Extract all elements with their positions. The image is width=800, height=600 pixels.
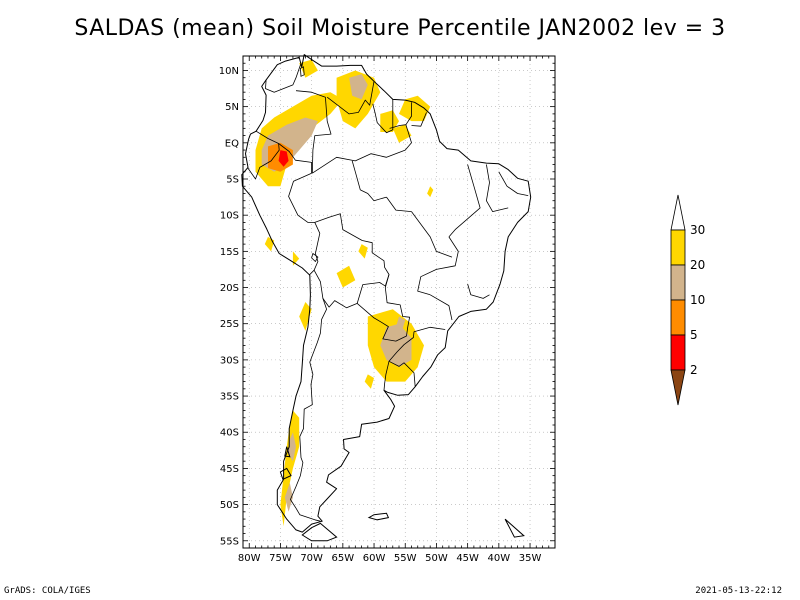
percentile-area: [336, 70, 381, 129]
country-border: [360, 189, 387, 202]
lat-label: 50S: [220, 500, 239, 511]
lon-label: 70W: [300, 553, 323, 564]
lon-label: 80W: [238, 553, 261, 564]
axis-ticks: [243, 56, 555, 548]
legend-below-triangle: [670, 369, 686, 406]
legend-swatch: [670, 299, 686, 336]
lat-label: 5S: [226, 175, 239, 186]
legend-label: 30: [690, 223, 705, 237]
percentile-area: [364, 374, 374, 389]
lon-label: 75W: [269, 553, 292, 564]
country-border: [498, 171, 529, 196]
island-outline: [279, 467, 292, 480]
lat-label: 10S: [220, 211, 239, 222]
country-border: [383, 361, 390, 391]
country-border: [413, 326, 446, 333]
country-border: [312, 124, 412, 174]
island-outline: [284, 446, 291, 458]
legend-label: 10: [690, 293, 705, 307]
percentile-area: [264, 236, 275, 252]
footer-credit: GrADS: COLA/IGES: [4, 586, 91, 596]
country-border: [485, 164, 509, 213]
country-border: [295, 90, 332, 174]
latitude-labels: 10N 5N EQ 5S 10S 15S 20S 25S 30S 35S 40S 45S 50S 55S: [219, 66, 239, 547]
country-border: [247, 130, 280, 180]
lat-label: 35S: [220, 392, 239, 403]
percentile-area: [299, 302, 312, 331]
percentile-area: [349, 74, 368, 100]
percentile-area: [278, 150, 289, 167]
lat-label: 5N: [225, 102, 239, 113]
percentile-area: [292, 251, 300, 266]
percentile-area: [305, 63, 312, 71]
legend-swatch: [670, 229, 686, 266]
percentile-area: [336, 265, 356, 288]
lake-outline: [311, 252, 319, 263]
lat-label: 10N: [219, 66, 239, 77]
country-border: [326, 81, 375, 115]
lon-label: 40W: [488, 553, 511, 564]
percentile-fills: [255, 59, 434, 527]
legend-above-triangle: [670, 194, 686, 231]
lat-label: 20S: [220, 283, 239, 294]
lon-label: 65W: [332, 553, 355, 564]
island-outline: [504, 518, 525, 538]
country-border: [417, 236, 459, 296]
country-border: [351, 160, 361, 191]
legend-label: 20: [690, 258, 705, 272]
country-border: [356, 274, 411, 342]
lon-label: 60W: [363, 553, 386, 564]
legend-label: 5: [690, 328, 698, 342]
longitude-labels: 80W 75W 70W 65W 60W 55W 50W 45W 40W 35W: [238, 553, 542, 564]
color-legend: 30 20 10 5 2: [670, 194, 705, 406]
legend-swatch: [670, 264, 686, 301]
lat-label: EQ: [225, 138, 239, 149]
country-border: [289, 298, 328, 522]
percentile-area: [395, 316, 406, 331]
island-outline: [367, 512, 390, 521]
country-border: [429, 294, 453, 321]
lat-label: 40S: [220, 428, 239, 439]
percentile-area: [427, 186, 434, 198]
lon-label: 35W: [519, 553, 542, 564]
percentile-area: [287, 432, 296, 462]
country-border: [372, 99, 394, 134]
country-border: [448, 164, 481, 238]
country-border: [386, 196, 412, 212]
country-border: [467, 283, 490, 299]
country-border: [278, 143, 313, 174]
country-border: [411, 112, 427, 127]
country-border: [313, 213, 390, 309]
map-title: SALDAS (mean) Soil Moisture Percentile J…: [74, 16, 726, 41]
legend-swatch: [670, 334, 686, 371]
lon-label: 55W: [394, 553, 417, 564]
percentile-area: [284, 482, 293, 512]
country-border: [265, 63, 302, 93]
coastline: [241, 54, 532, 533]
island-outline: [301, 522, 338, 542]
percentile-area: [399, 95, 431, 122]
lake-outline: [299, 66, 305, 77]
percentile-area: [358, 244, 368, 259]
country-border: [411, 211, 453, 258]
percentile-area: [380, 110, 399, 132]
lat-label: 15S: [220, 247, 239, 258]
legend-label: 2: [690, 363, 698, 377]
coastlines-and-borders: [241, 54, 532, 542]
lat-label: 25S: [220, 319, 239, 330]
lat-label: 45S: [220, 464, 239, 475]
footer-timestamp: 2021-05-13-22:12: [695, 586, 782, 596]
lat-label: 30S: [220, 355, 239, 366]
lon-label: 45W: [456, 553, 479, 564]
lat-label: 55S: [220, 536, 239, 547]
lon-label: 50W: [425, 553, 448, 564]
percentile-area: [392, 124, 412, 143]
percentile-area: [380, 323, 412, 368]
